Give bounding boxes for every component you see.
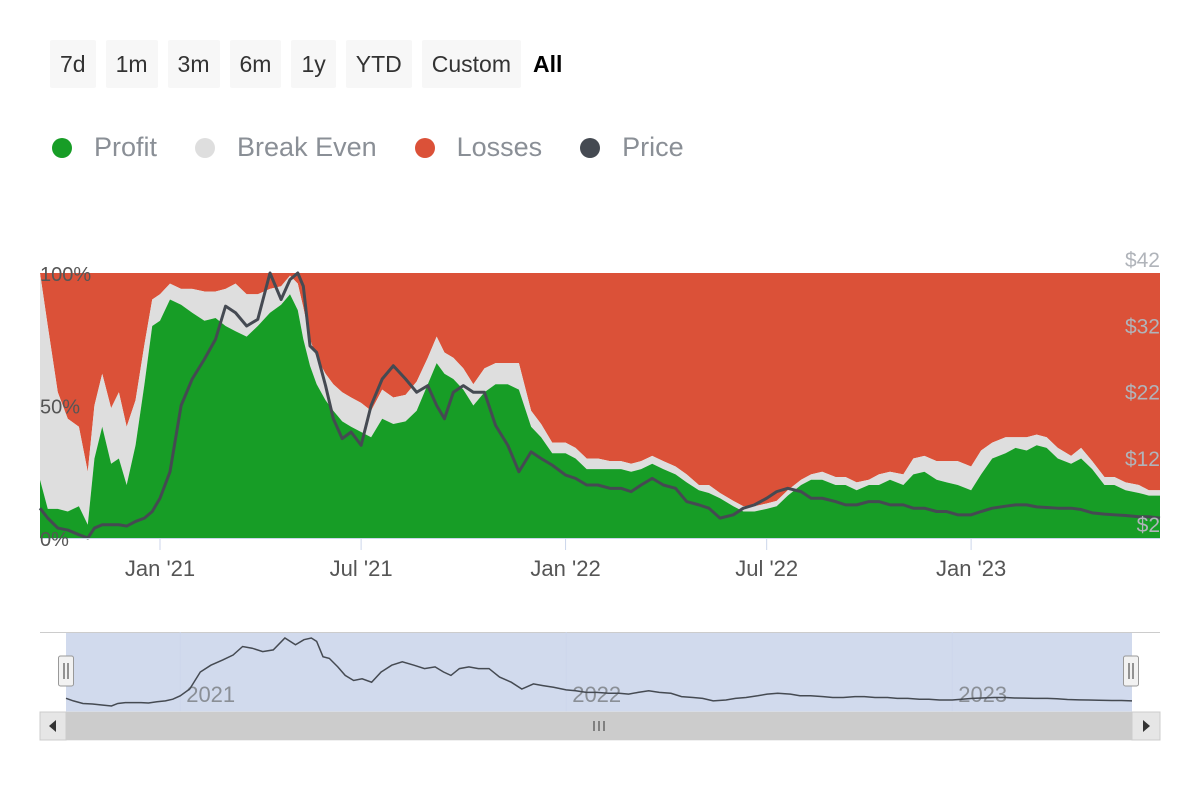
range-button-1m[interactable]: 1m <box>105 40 158 88</box>
navigator-handle-right[interactable] <box>1123 655 1139 687</box>
legend-label-break-even: Break Even <box>237 132 377 162</box>
y-right-tick-label: $32 <box>1125 315 1160 338</box>
legend-marker-profit <box>52 137 72 158</box>
legend-marker-price <box>580 137 601 158</box>
scrollbar <box>39 711 1161 741</box>
range-button-custom[interactable]: Custom <box>421 40 521 88</box>
legend-item-break-even[interactable]: Break Even <box>195 132 377 163</box>
navigator-handle-left-body[interactable] <box>58 655 74 687</box>
navigator-year-label: 2021 <box>186 682 235 707</box>
x-tick-label: Jan '23 <box>936 556 1006 581</box>
legend-label-losses: Losses <box>456 132 543 162</box>
price-line <box>38 271 1161 540</box>
legend-item-price[interactable]: Price <box>580 132 684 163</box>
x-tick-label: Jul '22 <box>735 556 798 581</box>
navigator-handle-right-body[interactable] <box>1123 655 1139 687</box>
y-left-tick-label: 100% <box>40 264 91 286</box>
navigator-year-label: 2023 <box>958 682 1007 707</box>
y-left-tick-label: 50% <box>40 397 80 419</box>
legend-item-losses[interactable]: Losses <box>414 132 543 163</box>
y-right-tick-label: $12 <box>1125 448 1160 471</box>
profit-area <box>40 294 1160 538</box>
range-button-ytd[interactable]: YTD <box>345 40 412 88</box>
losses-area <box>40 273 1160 507</box>
legend-label-price: Price <box>622 132 684 162</box>
x-tick-label: Jan '22 <box>530 556 600 581</box>
navigator: 2021 2022 2023 <box>40 632 1160 712</box>
legend-marker-break-even <box>195 137 216 158</box>
legend-item-profit[interactable]: Profit <box>52 132 157 163</box>
legend-marker-losses <box>414 137 435 158</box>
x-tick-label: Jul '21 <box>330 556 393 581</box>
y-left-tick-label: 0% <box>40 529 69 551</box>
x-tick-label: Jan '21 <box>125 556 195 581</box>
y-right-tick-label: $2 <box>1137 514 1160 537</box>
range-button-6m[interactable]: 6m <box>229 40 282 88</box>
range-button-1y[interactable]: 1y <box>291 40 336 88</box>
chevron-left-icon <box>49 720 56 732</box>
stacked-areas <box>40 273 1160 538</box>
navigator-price-line <box>65 637 1133 707</box>
range-button-7d[interactable]: 7d <box>50 40 96 88</box>
range-button-all[interactable]: All <box>533 51 563 77</box>
navigator-selection <box>66 632 1132 712</box>
navigator-year-label: 2022 <box>572 682 621 707</box>
chevron-right-icon <box>1143 720 1150 732</box>
legend-label-profit: Profit <box>94 132 158 162</box>
chart-legend: Profit Break Even Losses Price <box>52 132 684 163</box>
y-right-tick-label: $22 <box>1125 382 1160 405</box>
navigator-handle-left[interactable] <box>58 655 74 687</box>
range-button-3m[interactable]: 3m <box>167 40 220 88</box>
y-right-tick-label: $42 <box>1125 249 1160 272</box>
range-selector: 7d 1m 3m 6m 1y YTD Custom All <box>50 40 564 88</box>
